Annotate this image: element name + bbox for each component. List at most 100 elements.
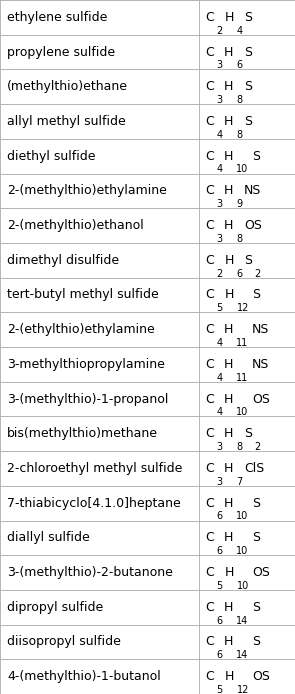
Text: C: C — [205, 219, 214, 232]
Text: 6: 6 — [237, 269, 242, 278]
Text: H: H — [224, 46, 234, 58]
Text: C: C — [205, 254, 214, 266]
Text: 6: 6 — [216, 650, 222, 660]
Text: C: C — [205, 115, 214, 128]
Text: H: H — [224, 636, 234, 648]
Text: 3-(methylthio)-1-propanol: 3-(methylthio)-1-propanol — [7, 393, 169, 405]
Text: S: S — [253, 289, 260, 301]
Text: H: H — [224, 150, 234, 162]
Text: 3: 3 — [216, 477, 222, 486]
Text: S: S — [252, 532, 260, 544]
Text: 10: 10 — [236, 511, 249, 521]
Text: H: H — [224, 11, 234, 24]
Text: 3: 3 — [216, 60, 222, 70]
Text: 8: 8 — [236, 234, 242, 244]
Text: diethyl sulfide: diethyl sulfide — [7, 150, 96, 162]
Text: S: S — [244, 254, 253, 266]
Text: H: H — [224, 670, 234, 683]
Text: S: S — [244, 115, 252, 128]
Text: C: C — [205, 81, 214, 93]
Text: NS: NS — [252, 358, 270, 371]
Text: 3-(methylthio)-2-butanone: 3-(methylthio)-2-butanone — [7, 566, 173, 579]
Text: 4: 4 — [216, 130, 222, 139]
Text: 10: 10 — [236, 546, 249, 556]
Text: C: C — [205, 601, 214, 613]
Text: S: S — [244, 428, 252, 440]
Text: 10: 10 — [236, 164, 249, 174]
Text: S: S — [244, 46, 252, 58]
Text: 10: 10 — [237, 581, 249, 591]
Text: 14: 14 — [236, 650, 249, 660]
Text: S: S — [252, 601, 260, 613]
Text: C: C — [205, 566, 214, 579]
Text: H: H — [224, 254, 234, 266]
Text: 4: 4 — [216, 407, 222, 417]
Text: C: C — [205, 289, 214, 301]
Text: H: H — [224, 289, 234, 301]
Text: 3: 3 — [216, 95, 222, 105]
Text: C: C — [205, 185, 214, 197]
Text: NS: NS — [252, 323, 270, 336]
Text: H: H — [224, 81, 234, 93]
Text: 5: 5 — [216, 685, 222, 694]
Text: 14: 14 — [236, 616, 249, 625]
Text: H: H — [224, 601, 234, 613]
Text: H: H — [224, 428, 234, 440]
Text: OS: OS — [253, 670, 270, 683]
Text: NS: NS — [244, 185, 262, 197]
Text: S: S — [252, 150, 260, 162]
Text: tert-butyl methyl sulfide: tert-butyl methyl sulfide — [7, 289, 159, 301]
Text: C: C — [205, 150, 214, 162]
Text: OS: OS — [252, 393, 270, 405]
Text: C: C — [205, 323, 214, 336]
Text: 2: 2 — [255, 269, 261, 278]
Text: C: C — [205, 636, 214, 648]
Text: H: H — [224, 323, 234, 336]
Text: 2-(methylthio)ethylamine: 2-(methylthio)ethylamine — [7, 185, 167, 197]
Text: 6: 6 — [216, 616, 222, 625]
Text: 7-thiabicyclo[4.1.0]heptane: 7-thiabicyclo[4.1.0]heptane — [7, 497, 181, 509]
Text: 2-(ethylthio)ethylamine: 2-(ethylthio)ethylamine — [7, 323, 155, 336]
Text: 8: 8 — [236, 130, 242, 139]
Text: H: H — [224, 393, 234, 405]
Text: propylene sulfide: propylene sulfide — [7, 46, 116, 58]
Text: 4: 4 — [216, 373, 222, 382]
Text: H: H — [224, 566, 234, 579]
Text: allyl methyl sulfide: allyl methyl sulfide — [7, 115, 126, 128]
Text: (methylthio)ethane: (methylthio)ethane — [7, 81, 128, 93]
Text: H: H — [224, 115, 234, 128]
Text: C: C — [205, 497, 214, 509]
Text: 11: 11 — [236, 373, 249, 382]
Text: S: S — [252, 497, 260, 509]
Text: H: H — [224, 462, 234, 475]
Text: diallyl sulfide: diallyl sulfide — [7, 532, 90, 544]
Text: 3: 3 — [216, 234, 222, 244]
Text: 3: 3 — [216, 442, 222, 452]
Text: OS: OS — [252, 566, 270, 579]
Text: 4: 4 — [216, 164, 222, 174]
Text: 2: 2 — [216, 26, 222, 35]
Text: 2: 2 — [216, 269, 222, 278]
Text: C: C — [205, 428, 214, 440]
Text: 5: 5 — [216, 303, 222, 313]
Text: 4: 4 — [216, 338, 222, 348]
Text: 12: 12 — [237, 303, 249, 313]
Text: dipropyl sulfide: dipropyl sulfide — [7, 601, 104, 613]
Text: 3-methylthiopropylamine: 3-methylthiopropylamine — [7, 358, 165, 371]
Text: 8: 8 — [236, 95, 242, 105]
Text: 6: 6 — [216, 546, 222, 556]
Text: S: S — [244, 11, 253, 24]
Text: 2-chloroethyl methyl sulfide: 2-chloroethyl methyl sulfide — [7, 462, 183, 475]
Text: H: H — [224, 358, 234, 371]
Text: 5: 5 — [216, 581, 222, 591]
Text: bis(methylthio)methane: bis(methylthio)methane — [7, 428, 158, 440]
Text: C: C — [205, 11, 214, 24]
Text: ethylene sulfide: ethylene sulfide — [7, 11, 108, 24]
Text: 11: 11 — [236, 338, 249, 348]
Text: H: H — [224, 497, 234, 509]
Text: S: S — [252, 636, 260, 648]
Text: 6: 6 — [216, 511, 222, 521]
Text: 10: 10 — [236, 407, 249, 417]
Text: ClS: ClS — [244, 462, 265, 475]
Text: OS: OS — [244, 219, 262, 232]
